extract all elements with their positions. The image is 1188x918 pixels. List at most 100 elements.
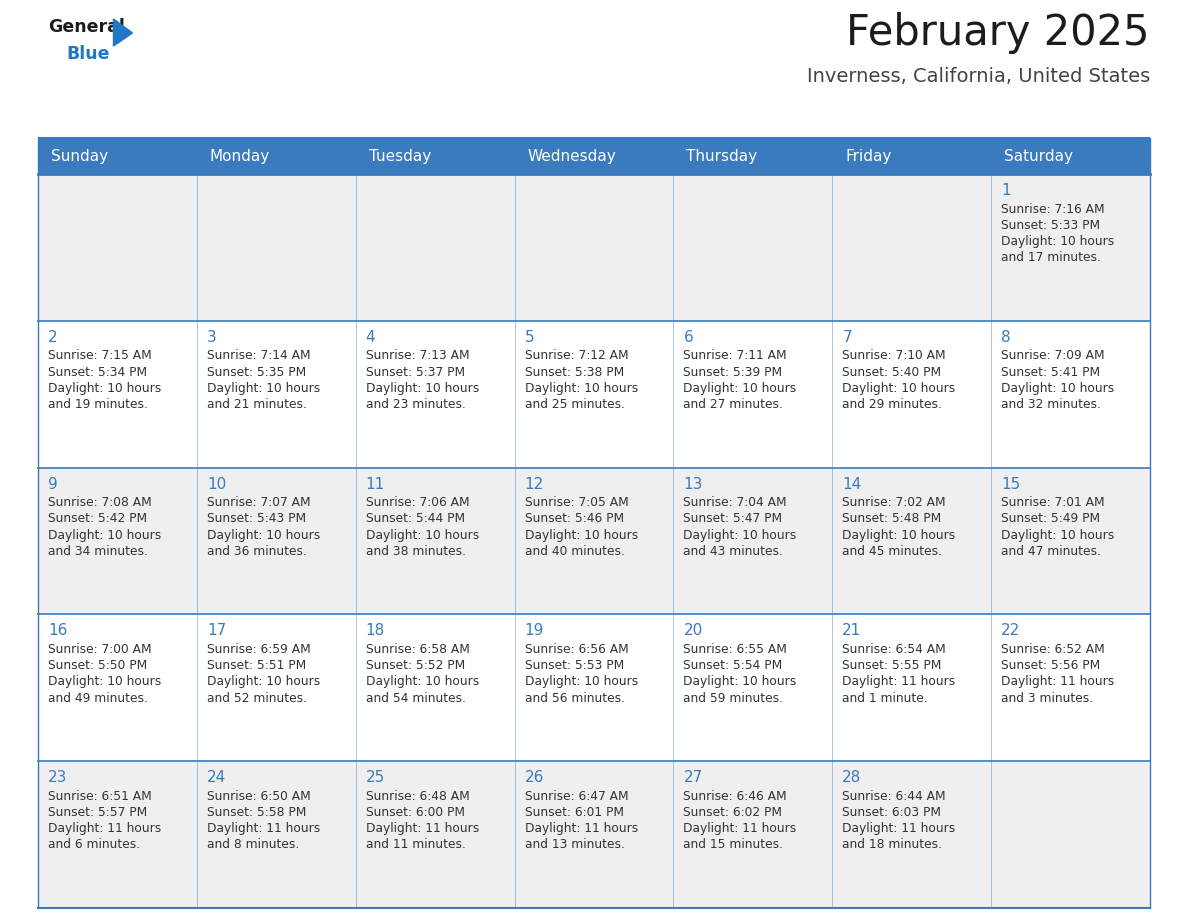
- Text: Blue: Blue: [67, 45, 109, 63]
- Text: 23: 23: [48, 770, 68, 785]
- Text: Sunrise: 7:14 AM: Sunrise: 7:14 AM: [207, 350, 310, 363]
- Text: Sunrise: 6:54 AM: Sunrise: 6:54 AM: [842, 643, 946, 655]
- Text: Daylight: 10 hours: Daylight: 10 hours: [48, 676, 162, 688]
- Text: Sunrise: 6:48 AM: Sunrise: 6:48 AM: [366, 789, 469, 802]
- Text: Sunrise: 6:56 AM: Sunrise: 6:56 AM: [525, 643, 628, 655]
- Text: Sunset: 5:47 PM: Sunset: 5:47 PM: [683, 512, 783, 525]
- Text: Sunrise: 6:51 AM: Sunrise: 6:51 AM: [48, 789, 152, 802]
- Text: 18: 18: [366, 623, 385, 638]
- Text: Daylight: 10 hours: Daylight: 10 hours: [525, 529, 638, 542]
- Text: Inverness, California, United States: Inverness, California, United States: [807, 67, 1150, 86]
- Text: Sunset: 5:40 PM: Sunset: 5:40 PM: [842, 365, 941, 378]
- Text: Sunset: 5:49 PM: Sunset: 5:49 PM: [1001, 512, 1100, 525]
- Text: Sunset: 5:46 PM: Sunset: 5:46 PM: [525, 512, 624, 525]
- Text: and 8 minutes.: and 8 minutes.: [207, 838, 299, 851]
- Text: Sunrise: 7:12 AM: Sunrise: 7:12 AM: [525, 350, 628, 363]
- Text: Daylight: 10 hours: Daylight: 10 hours: [842, 382, 955, 395]
- Text: Daylight: 10 hours: Daylight: 10 hours: [1001, 529, 1114, 542]
- Text: Daylight: 11 hours: Daylight: 11 hours: [366, 823, 479, 835]
- Text: Sunset: 5:57 PM: Sunset: 5:57 PM: [48, 806, 147, 819]
- Text: Daylight: 10 hours: Daylight: 10 hours: [366, 529, 479, 542]
- Text: Sunrise: 7:01 AM: Sunrise: 7:01 AM: [1001, 496, 1105, 509]
- Text: and 47 minutes.: and 47 minutes.: [1001, 544, 1101, 558]
- Text: Saturday: Saturday: [1004, 149, 1073, 163]
- Text: February 2025: February 2025: [847, 12, 1150, 54]
- Text: Sunrise: 6:52 AM: Sunrise: 6:52 AM: [1001, 643, 1105, 655]
- Text: and 17 minutes.: and 17 minutes.: [1001, 252, 1101, 264]
- Text: Sunrise: 6:58 AM: Sunrise: 6:58 AM: [366, 643, 469, 655]
- Text: Sunset: 6:02 PM: Sunset: 6:02 PM: [683, 806, 783, 819]
- Text: 20: 20: [683, 623, 702, 638]
- Text: Sunrise: 7:10 AM: Sunrise: 7:10 AM: [842, 350, 946, 363]
- Text: and 59 minutes.: and 59 minutes.: [683, 691, 783, 704]
- Text: Sunset: 6:01 PM: Sunset: 6:01 PM: [525, 806, 624, 819]
- Text: Sunrise: 7:05 AM: Sunrise: 7:05 AM: [525, 496, 628, 509]
- Text: Sunrise: 6:59 AM: Sunrise: 6:59 AM: [207, 643, 310, 655]
- Text: and 34 minutes.: and 34 minutes.: [48, 544, 147, 558]
- Text: Tuesday: Tuesday: [368, 149, 431, 163]
- Text: and 54 minutes.: and 54 minutes.: [366, 691, 466, 704]
- Text: Sunrise: 6:44 AM: Sunrise: 6:44 AM: [842, 789, 946, 802]
- Text: Sunset: 5:53 PM: Sunset: 5:53 PM: [525, 659, 624, 672]
- Text: 2: 2: [48, 330, 58, 345]
- Text: Sunset: 6:03 PM: Sunset: 6:03 PM: [842, 806, 941, 819]
- Text: Daylight: 10 hours: Daylight: 10 hours: [48, 529, 162, 542]
- Text: 13: 13: [683, 476, 703, 492]
- Text: Daylight: 11 hours: Daylight: 11 hours: [207, 823, 320, 835]
- Text: and 27 minutes.: and 27 minutes.: [683, 397, 783, 411]
- Bar: [38, 174, 1150, 320]
- Text: Sunrise: 6:50 AM: Sunrise: 6:50 AM: [207, 789, 310, 802]
- Text: and 49 minutes.: and 49 minutes.: [48, 691, 147, 704]
- Text: Sunset: 5:48 PM: Sunset: 5:48 PM: [842, 512, 942, 525]
- Bar: [38, 467, 1150, 614]
- Text: 10: 10: [207, 476, 226, 492]
- Text: Daylight: 11 hours: Daylight: 11 hours: [842, 676, 955, 688]
- Polygon shape: [114, 19, 133, 46]
- Text: Sunrise: 7:07 AM: Sunrise: 7:07 AM: [207, 496, 310, 509]
- Text: Sunday: Sunday: [51, 149, 108, 163]
- Text: Daylight: 10 hours: Daylight: 10 hours: [366, 382, 479, 395]
- Text: Sunset: 5:52 PM: Sunset: 5:52 PM: [366, 659, 465, 672]
- Bar: [38, 320, 1150, 467]
- Text: 1: 1: [1001, 183, 1011, 198]
- Text: Sunset: 5:37 PM: Sunset: 5:37 PM: [366, 365, 465, 378]
- Text: Sunset: 5:38 PM: Sunset: 5:38 PM: [525, 365, 624, 378]
- Text: Sunrise: 7:06 AM: Sunrise: 7:06 AM: [366, 496, 469, 509]
- Text: Sunrise: 6:46 AM: Sunrise: 6:46 AM: [683, 789, 788, 802]
- Text: Daylight: 10 hours: Daylight: 10 hours: [525, 382, 638, 395]
- Text: 12: 12: [525, 476, 544, 492]
- Text: Sunrise: 7:00 AM: Sunrise: 7:00 AM: [48, 643, 152, 655]
- Text: and 3 minutes.: and 3 minutes.: [1001, 691, 1093, 704]
- Text: Sunset: 5:58 PM: Sunset: 5:58 PM: [207, 806, 307, 819]
- Text: 22: 22: [1001, 623, 1020, 638]
- Text: 14: 14: [842, 476, 861, 492]
- Text: Sunset: 6:00 PM: Sunset: 6:00 PM: [366, 806, 465, 819]
- Text: and 40 minutes.: and 40 minutes.: [525, 544, 625, 558]
- Text: Sunset: 5:35 PM: Sunset: 5:35 PM: [207, 365, 307, 378]
- Text: Sunrise: 7:08 AM: Sunrise: 7:08 AM: [48, 496, 152, 509]
- Text: Sunrise: 7:09 AM: Sunrise: 7:09 AM: [1001, 350, 1105, 363]
- Text: Daylight: 10 hours: Daylight: 10 hours: [842, 529, 955, 542]
- Text: 9: 9: [48, 476, 58, 492]
- Text: 28: 28: [842, 770, 861, 785]
- Text: General: General: [48, 18, 125, 36]
- Text: Sunset: 5:56 PM: Sunset: 5:56 PM: [1001, 659, 1100, 672]
- Text: 24: 24: [207, 770, 226, 785]
- Text: Daylight: 10 hours: Daylight: 10 hours: [207, 676, 320, 688]
- Text: Sunset: 5:50 PM: Sunset: 5:50 PM: [48, 659, 147, 672]
- Text: 15: 15: [1001, 476, 1020, 492]
- Text: Daylight: 11 hours: Daylight: 11 hours: [48, 823, 162, 835]
- Text: Friday: Friday: [846, 149, 892, 163]
- Text: Sunrise: 6:47 AM: Sunrise: 6:47 AM: [525, 789, 628, 802]
- Text: Sunrise: 7:02 AM: Sunrise: 7:02 AM: [842, 496, 946, 509]
- Text: and 13 minutes.: and 13 minutes.: [525, 838, 625, 851]
- Text: 26: 26: [525, 770, 544, 785]
- Text: and 45 minutes.: and 45 minutes.: [842, 544, 942, 558]
- Text: Daylight: 10 hours: Daylight: 10 hours: [1001, 382, 1114, 395]
- Text: Daylight: 10 hours: Daylight: 10 hours: [207, 529, 320, 542]
- Text: Daylight: 11 hours: Daylight: 11 hours: [842, 823, 955, 835]
- Text: Daylight: 10 hours: Daylight: 10 hours: [683, 529, 797, 542]
- Text: Sunset: 5:41 PM: Sunset: 5:41 PM: [1001, 365, 1100, 378]
- Text: Daylight: 10 hours: Daylight: 10 hours: [1001, 235, 1114, 248]
- Text: 27: 27: [683, 770, 702, 785]
